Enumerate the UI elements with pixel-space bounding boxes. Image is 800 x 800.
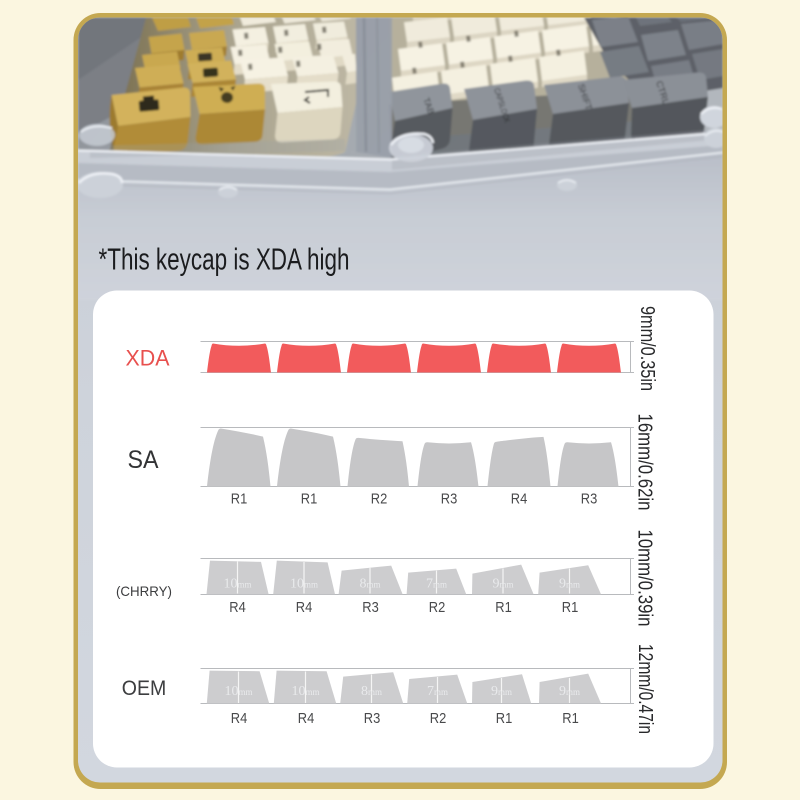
svg-text:10mm/0.39in: 10mm/0.39in bbox=[634, 530, 656, 627]
svg-text:10mm: 10mm bbox=[224, 684, 252, 699]
svg-text:9mm/0.35in: 9mm/0.35in bbox=[636, 306, 658, 391]
svg-text:R4: R4 bbox=[231, 710, 248, 727]
svg-text:9mm: 9mm bbox=[559, 577, 580, 592]
svg-text:10mm: 10mm bbox=[290, 577, 318, 592]
svg-text:9mm: 9mm bbox=[491, 684, 512, 699]
svg-text:R2: R2 bbox=[430, 710, 447, 727]
svg-text:*This keycap is XDA high: *This keycap is XDA high bbox=[99, 242, 350, 277]
svg-text:R1: R1 bbox=[562, 599, 579, 616]
svg-text:7mm: 7mm bbox=[426, 577, 447, 592]
svg-text:12mm/0.47in: 12mm/0.47in bbox=[634, 644, 656, 734]
svg-text:R3: R3 bbox=[362, 599, 379, 616]
svg-text:R4: R4 bbox=[511, 491, 528, 508]
svg-text:R2: R2 bbox=[371, 491, 388, 508]
svg-text:R4: R4 bbox=[296, 599, 313, 616]
svg-text:R1: R1 bbox=[496, 710, 513, 727]
svg-text:7mm: 7mm bbox=[427, 684, 448, 699]
svg-text:R3: R3 bbox=[364, 710, 381, 727]
svg-text:XDA: XDA bbox=[126, 346, 170, 371]
svg-text:R1: R1 bbox=[495, 599, 512, 616]
svg-text:SA: SA bbox=[128, 446, 159, 474]
svg-text:OEM: OEM bbox=[122, 677, 167, 700]
svg-text:R1: R1 bbox=[562, 710, 579, 727]
svg-text:9mm: 9mm bbox=[559, 684, 580, 699]
svg-text:R2: R2 bbox=[429, 599, 446, 616]
svg-text:8mm: 8mm bbox=[359, 577, 380, 592]
svg-text:R4: R4 bbox=[298, 710, 315, 727]
svg-text:16mm/0.62in: 16mm/0.62in bbox=[634, 414, 656, 511]
svg-text:8mm: 8mm bbox=[361, 684, 382, 699]
svg-text:R4: R4 bbox=[229, 599, 246, 616]
svg-text:10mm: 10mm bbox=[223, 577, 251, 592]
svg-text:(CHRRY): (CHRRY) bbox=[116, 583, 172, 599]
svg-text:R3: R3 bbox=[441, 491, 458, 508]
svg-text:R1: R1 bbox=[301, 491, 318, 508]
svg-text:R1: R1 bbox=[231, 491, 248, 508]
svg-text:R3: R3 bbox=[581, 491, 598, 508]
svg-text:9mm: 9mm bbox=[492, 577, 513, 592]
svg-text:10mm: 10mm bbox=[291, 684, 319, 699]
